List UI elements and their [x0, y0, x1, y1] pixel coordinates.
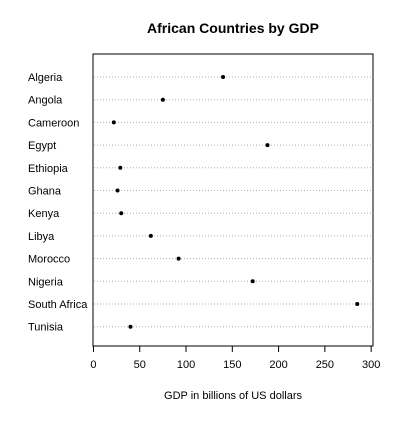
- data-points: [111, 75, 360, 329]
- category-label: Tunisia: [28, 322, 64, 334]
- data-point: [355, 302, 360, 306]
- x-tick-label: 250: [316, 359, 334, 371]
- category-label: Cameroon: [28, 117, 79, 129]
- category-label: Algeria: [28, 72, 63, 84]
- category-label: Angola: [28, 95, 63, 107]
- x-tick-label: 200: [269, 359, 287, 371]
- x-tick-label: 100: [177, 359, 195, 371]
- category-label: Nigeria: [28, 276, 64, 288]
- data-point: [148, 233, 153, 238]
- x-axis: 0 50 100 150 200 250 300: [90, 345, 380, 371]
- plot-frame: [92, 53, 374, 347]
- x-tick-label: 0: [90, 359, 96, 371]
- data-point: [221, 75, 226, 79]
- data-point: [265, 143, 270, 148]
- category-label: Libya: [28, 231, 55, 243]
- x-tick-label: 50: [134, 359, 146, 371]
- data-point: [118, 165, 123, 170]
- data-point: [111, 120, 116, 125]
- category-label: Egypt: [28, 140, 56, 152]
- x-tick-label: 300: [362, 359, 380, 371]
- data-point: [128, 324, 133, 329]
- category-label: Kenya: [28, 208, 60, 220]
- data-point: [160, 97, 165, 102]
- data-point: [176, 256, 181, 261]
- category-label: Ethiopia: [28, 163, 69, 175]
- category-label: South Africa: [28, 299, 88, 311]
- category-labels: Algeria Angola Cameroon Egypt Ethiopia Ghana K…: [28, 72, 88, 334]
- category-label: Ghana: [28, 186, 62, 198]
- data-point: [115, 188, 120, 193]
- data-point: [250, 279, 255, 284]
- x-axis-label: GDP in billions of US dollars: [164, 390, 302, 402]
- guide-lines: [94, 76, 372, 328]
- data-point: [119, 211, 124, 216]
- chart-title: African Countries by GDP: [147, 20, 319, 36]
- x-tick-label: 150: [223, 359, 241, 371]
- category-label: Morocco: [28, 254, 70, 266]
